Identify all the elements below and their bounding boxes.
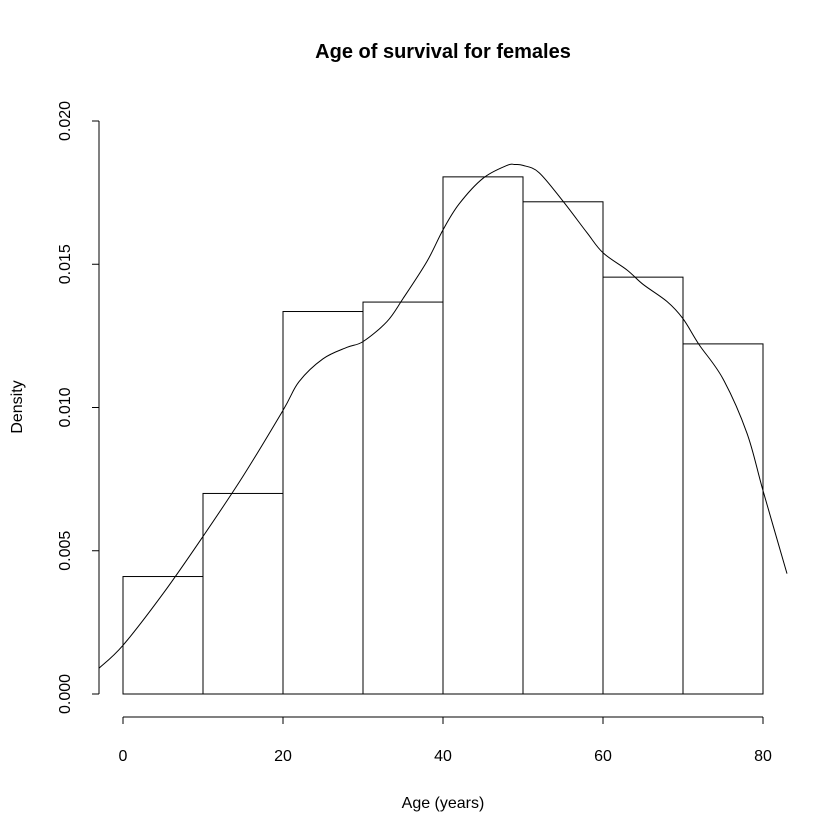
y-axis: 0.000 0.005 0.010 0.015 0.020 (57, 101, 100, 714)
histogram-bar (522, 201, 604, 695)
histogram-bar (202, 492, 284, 695)
y-tick-label: 0.015 (57, 244, 74, 284)
histogram-bar (682, 343, 764, 695)
x-tick-label: 40 (434, 748, 452, 765)
y-tick-label: 0.000 (57, 674, 74, 714)
histogram-bar (442, 176, 524, 695)
x-tick-label: 0 (119, 748, 128, 765)
y-tick-label: 0.020 (57, 101, 74, 141)
density-curve (98, 163, 788, 669)
chart-title: Age of survival for females (315, 41, 571, 63)
x-axis: 0 20 40 60 80 (119, 716, 772, 765)
x-tick-label: 80 (754, 748, 772, 765)
histogram-bar (122, 576, 204, 695)
x-tick-label: 60 (594, 748, 612, 765)
histogram-bar (282, 311, 364, 695)
y-tick-label: 0.005 (57, 531, 74, 571)
histogram-bar (602, 276, 684, 695)
x-tick-label: 20 (274, 748, 292, 765)
x-axis-title: Age (years) (402, 795, 485, 812)
y-axis-title: Density (9, 380, 26, 433)
y-tick-label: 0.010 (57, 387, 74, 427)
histogram-bars (122, 176, 764, 695)
histogram-bar (362, 301, 444, 695)
